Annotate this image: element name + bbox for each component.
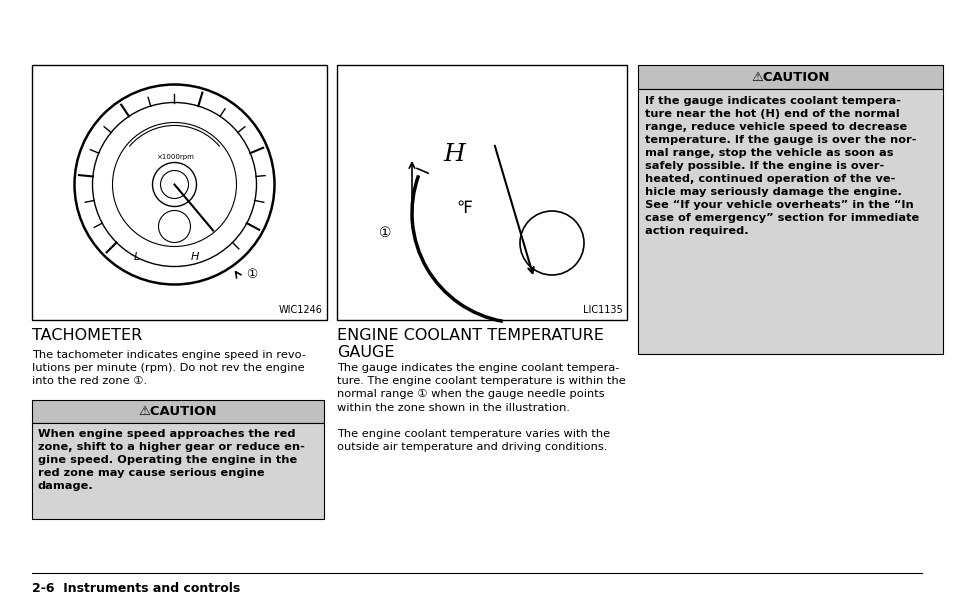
Text: H: H — [442, 143, 464, 167]
Bar — [638, 89, 942, 354]
Text: The tachometer indicates engine speed in revo-
lutions per minute (rpm). Do not : The tachometer indicates engine speed in… — [32, 350, 306, 387]
Text: When engine speed approaches the red
zone, shift to a higher gear or reduce en-
: When engine speed approaches the red zon… — [38, 429, 305, 491]
Circle shape — [519, 211, 583, 275]
Text: ENGINE COOLANT TEMPERATURE
GAUGE: ENGINE COOLANT TEMPERATURE GAUGE — [336, 328, 603, 361]
Text: WIC1246: WIC1246 — [279, 305, 323, 315]
Text: ⚠CAUTION: ⚠CAUTION — [750, 71, 829, 83]
Bar — [32, 423, 324, 519]
Circle shape — [152, 162, 196, 207]
Bar — [32, 65, 327, 320]
Bar — [32, 400, 324, 423]
Text: ①: ① — [378, 226, 391, 240]
Text: ×1000rpm: ×1000rpm — [155, 153, 193, 159]
Text: L: L — [133, 252, 139, 261]
Text: ①: ① — [246, 268, 257, 281]
Circle shape — [158, 210, 191, 243]
Bar — [638, 65, 942, 89]
Text: If the gauge indicates coolant tempera-
ture near the hot (H) end of the normal
: If the gauge indicates coolant tempera- … — [644, 96, 919, 237]
Text: TACHOMETER: TACHOMETER — [32, 328, 142, 343]
Text: H: H — [190, 252, 198, 261]
Text: ℉: ℉ — [456, 199, 472, 217]
Text: ⚠CAUTION: ⚠CAUTION — [138, 405, 217, 418]
Text: 2-6  Instruments and controls: 2-6 Instruments and controls — [32, 581, 240, 595]
Text: LIC1135: LIC1135 — [582, 305, 622, 315]
Bar — [336, 65, 626, 320]
Text: The gauge indicates the engine coolant tempera-
ture. The engine coolant tempera: The gauge indicates the engine coolant t… — [336, 363, 625, 452]
